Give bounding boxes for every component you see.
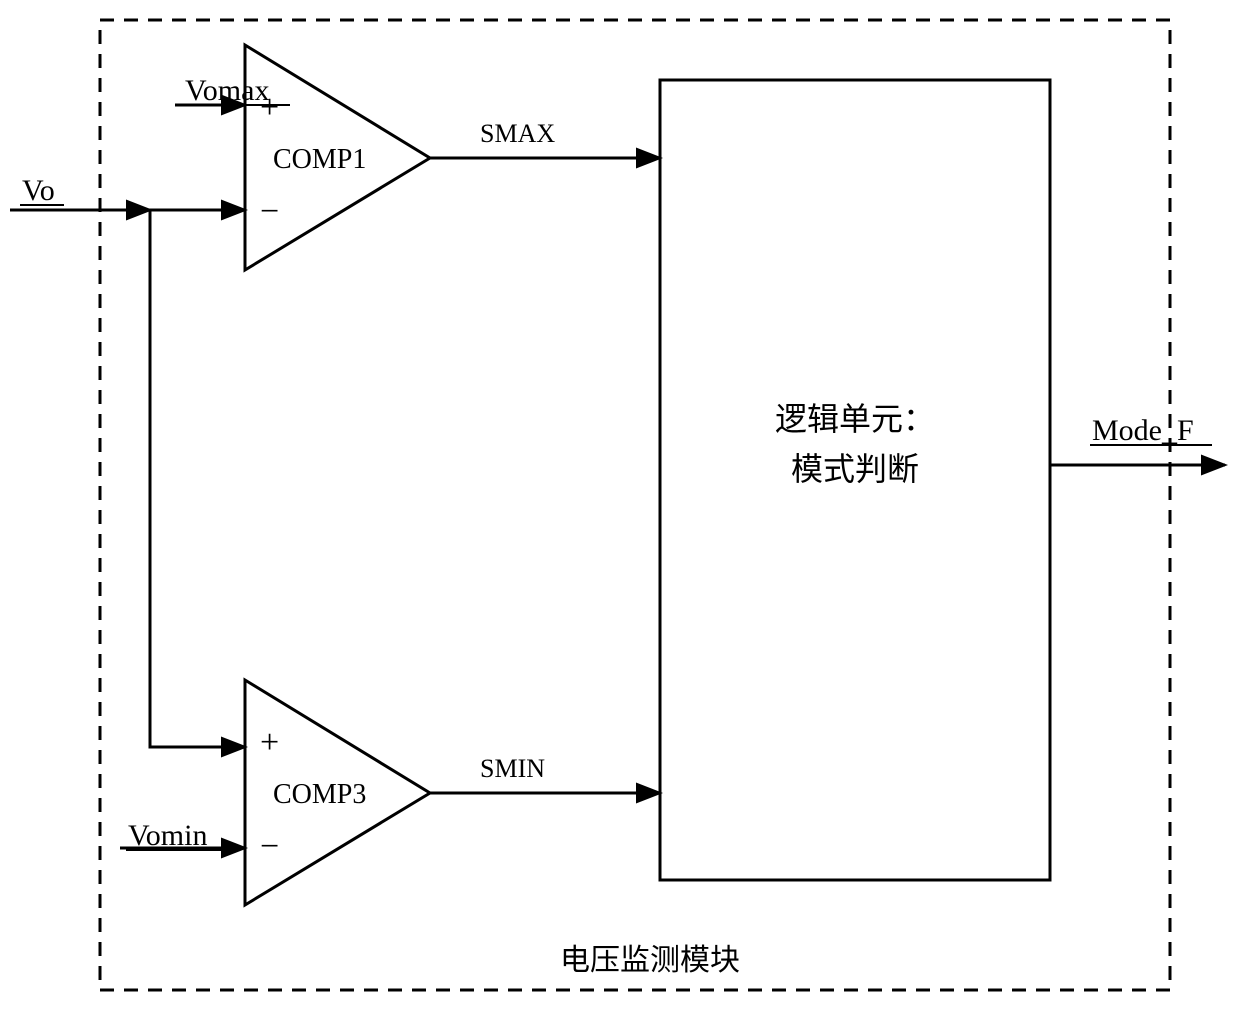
comp1-minus: −	[260, 193, 279, 230]
vo-label: Vo	[22, 174, 55, 207]
module-label: 电压监测模块	[560, 944, 740, 977]
comp3-label: COMP3	[273, 779, 366, 810]
mode-f-label: Mode_F	[1092, 414, 1194, 447]
logic-block-line2: 模式判断	[791, 451, 919, 487]
smin-label: SMIN	[480, 754, 545, 783]
comp3-plus: +	[260, 724, 279, 761]
comp3-minus: −	[260, 828, 279, 865]
comp1-label: COMP1	[273, 144, 366, 175]
vomax-label: Vomax	[185, 74, 269, 107]
vo-to-comp3	[150, 210, 245, 747]
logic-block-line1: 逻辑单元：	[775, 401, 935, 437]
smax-label: SMAX	[480, 119, 555, 148]
